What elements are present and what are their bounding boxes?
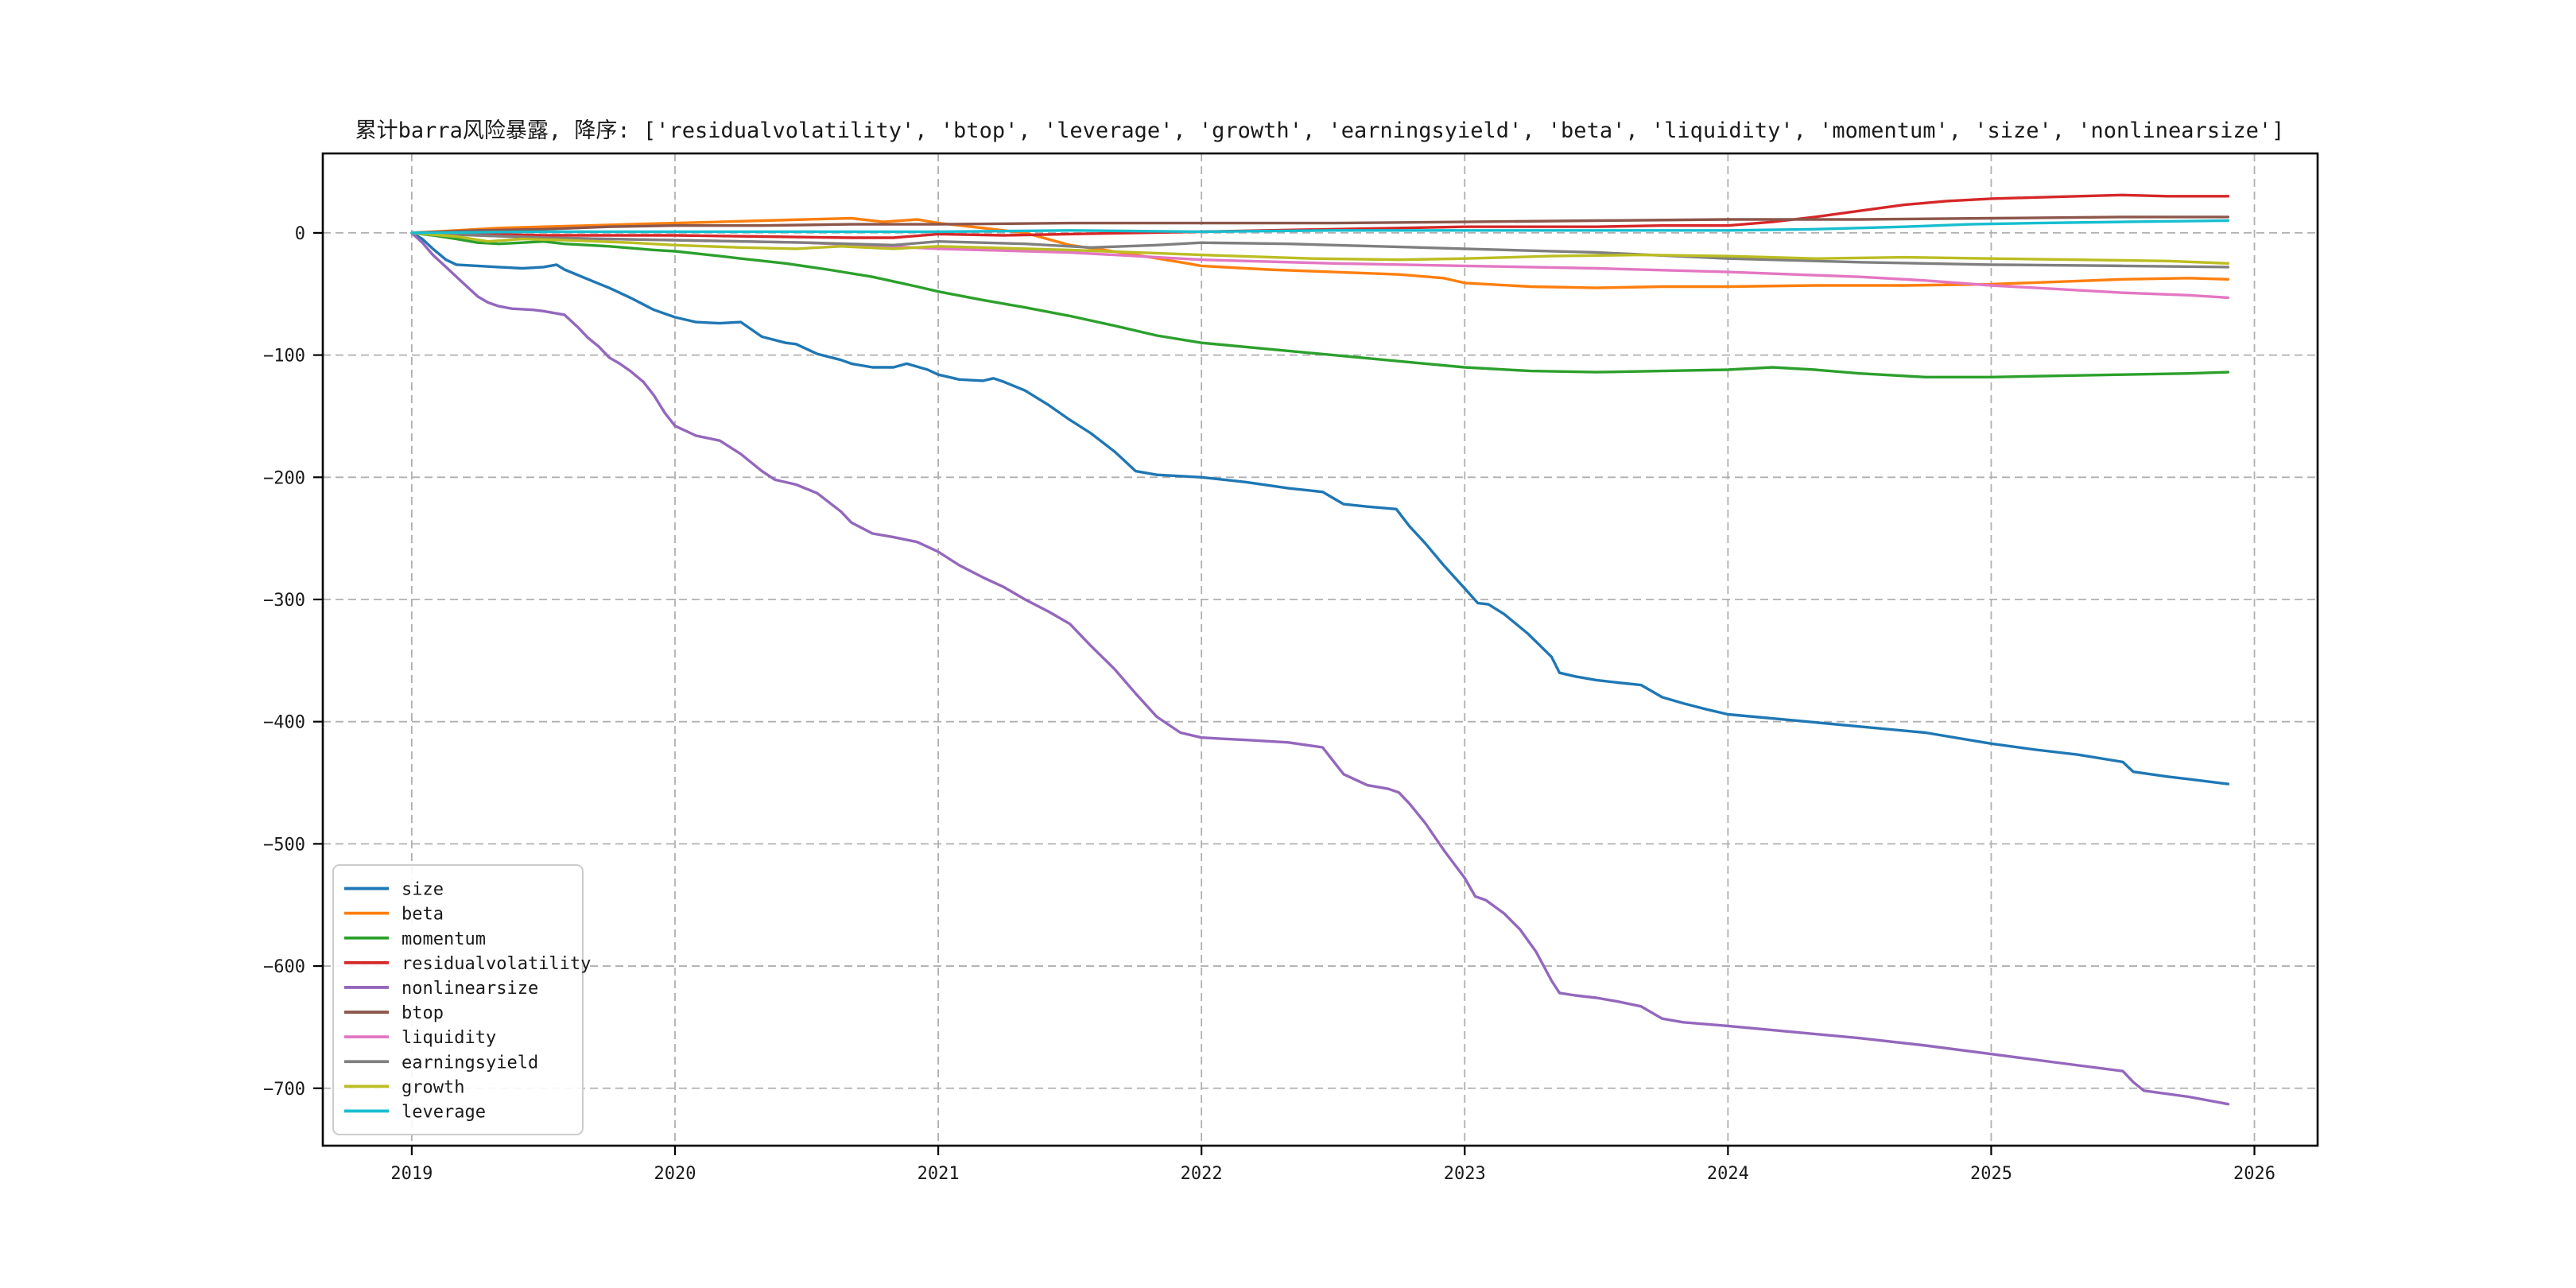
legend-box [332, 864, 584, 1135]
x-tick-label: 2024 [1707, 1164, 1749, 1184]
gridlines [323, 153, 2318, 1146]
series-line-size [410, 231, 2230, 786]
legend-label-earningsyield: earningsyield [402, 1053, 538, 1073]
series-line-leverage [410, 219, 2230, 235]
y-tick-label: −700 [263, 1080, 305, 1100]
y-tick-label: 0 [295, 224, 305, 244]
x-tick-label: 2025 [1970, 1164, 2012, 1184]
y-tick-label: −300 [263, 591, 305, 611]
x-tick-label: 2019 [390, 1164, 433, 1184]
legend-label-liquidity: liquidity [402, 1028, 496, 1048]
y-tick-label: −500 [263, 835, 305, 855]
y-tick-label: −400 [263, 713, 305, 733]
legend: size beta momentum residualvolatility nonlin… [332, 864, 591, 1135]
series-line-nonlinearsize [410, 231, 2230, 1106]
legend-label-size: size [402, 880, 444, 900]
y-tick-label: −100 [263, 347, 305, 367]
legend-label-beta: beta [402, 905, 444, 925]
series-line-momentum [410, 231, 2230, 378]
legend-label-residualvolatility: residualvolatility [402, 954, 591, 974]
series-line-btop [410, 215, 2230, 235]
x-tick-label: 2022 [1181, 1164, 1223, 1184]
y-tick-label: −200 [263, 468, 305, 488]
x-tick-label: 2023 [1444, 1164, 1486, 1184]
series-line-residualvolatility [410, 193, 2230, 239]
legend-label-growth: growth [402, 1077, 464, 1097]
axes: 2019 2020 2021 2022 2023 2024 2025 2026 0 −100 −20… [263, 152, 2319, 1184]
x-tick-label: 2020 [654, 1164, 696, 1184]
series-line-growth [410, 231, 2230, 265]
series-lines [410, 193, 2230, 1106]
y-tick-label: −600 [263, 957, 305, 977]
plot-border [321, 152, 2319, 1147]
legend-label-momentum: momentum [402, 929, 486, 949]
legend-label-leverage: leverage [402, 1102, 486, 1122]
series-line-earningsyield [410, 231, 2230, 269]
chart-title: 累计barra风险暴露, 降序: ['residualvolatility', … [355, 118, 2285, 143]
x-tick-label: 2021 [918, 1164, 960, 1184]
legend-label-btop: btop [402, 1003, 444, 1023]
legend-label-nonlinearsize: nonlinearsize [402, 979, 538, 999]
x-tick-label: 2026 [2233, 1164, 2275, 1184]
